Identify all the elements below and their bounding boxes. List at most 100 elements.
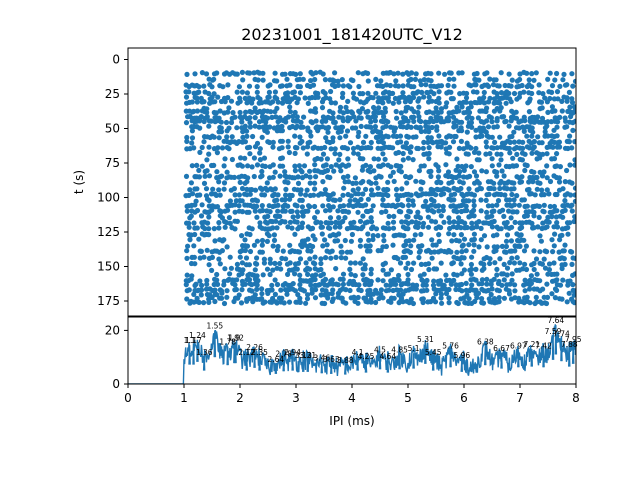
- scatter-point: [446, 76, 452, 82]
- scatter-point: [279, 100, 286, 106]
- scatter-point: [408, 174, 414, 180]
- scatter-point: [307, 256, 313, 262]
- scatter-point: [511, 129, 517, 135]
- scatter-point: [292, 168, 298, 174]
- scatter-point: [239, 69, 245, 75]
- scatter-point: [516, 94, 523, 100]
- scatter-point: [461, 236, 468, 242]
- scatter-point: [419, 243, 425, 249]
- scatter-point: [537, 249, 543, 255]
- scatter-point: [530, 179, 536, 185]
- scatter-point: [270, 99, 276, 105]
- scatter-point: [439, 286, 445, 292]
- scatter-point: [273, 114, 279, 120]
- peak-label: 4.85: [391, 346, 408, 355]
- scatter-point: [337, 197, 343, 203]
- scatter-point: [274, 78, 280, 84]
- scatter-point: [209, 294, 215, 301]
- scatter-point: [274, 247, 280, 253]
- scatter-point: [308, 133, 314, 139]
- scatter-point: [344, 108, 350, 115]
- scatter-point: [244, 133, 250, 139]
- scatter-point: [189, 135, 196, 141]
- scatter-point: [239, 260, 245, 266]
- scatter-point: [554, 224, 561, 230]
- scatter-point: [406, 300, 412, 306]
- scatter-point: [282, 71, 288, 77]
- scatter-point: [263, 119, 269, 125]
- scatter-point: [300, 213, 306, 219]
- scatter-point: [544, 249, 550, 255]
- scatter-point: [239, 89, 245, 95]
- scatter-point: [523, 243, 530, 249]
- scatter-point: [504, 219, 510, 226]
- scatter-point: [535, 134, 541, 140]
- scatter-point: [499, 168, 505, 174]
- scatter-y-tick-label: 175: [97, 294, 120, 308]
- scatter-point: [499, 243, 505, 249]
- scatter-point: [508, 83, 514, 89]
- scatter-point: [332, 151, 338, 157]
- scatter-point: [370, 203, 376, 209]
- scatter-point: [320, 71, 326, 77]
- scatter-point: [568, 192, 574, 198]
- scatter-point: [211, 76, 217, 82]
- scatter-point: [204, 168, 210, 174]
- scatter-point: [566, 89, 573, 95]
- scatter-point: [388, 267, 394, 273]
- scatter-point: [502, 192, 508, 198]
- scatter-point: [297, 256, 304, 262]
- scatter-point: [292, 133, 298, 139]
- scatter-point: [257, 150, 263, 156]
- scatter-point: [184, 138, 190, 144]
- scatter-point: [275, 202, 281, 208]
- scatter-point: [380, 295, 386, 301]
- scatter-point: [206, 299, 212, 305]
- scatter-point: [221, 300, 228, 307]
- scatter-point: [426, 261, 432, 267]
- scatter-point: [410, 157, 416, 163]
- scatter-point: [221, 237, 227, 243]
- scatter-point: [420, 145, 426, 151]
- scatter-point: [507, 150, 513, 156]
- scatter-point: [491, 186, 497, 192]
- scatter-point: [400, 90, 406, 96]
- scatter-point: [443, 290, 450, 297]
- scatter-point: [335, 208, 341, 214]
- scatter-point: [355, 294, 361, 301]
- peak-label: 2.94: [284, 348, 301, 357]
- scatter-point: [457, 169, 463, 175]
- scatter-point: [393, 78, 399, 84]
- scatter-point: [524, 294, 530, 300]
- scatter-point: [400, 83, 406, 89]
- scatter-point: [405, 271, 411, 278]
- scatter-point: [351, 114, 357, 120]
- scatter-point: [257, 146, 263, 152]
- scatter-point: [398, 110, 404, 116]
- scatter-point: [301, 163, 308, 169]
- scatter-point: [511, 90, 518, 97]
- scatter-point: [405, 155, 411, 161]
- scatter-point: [489, 213, 495, 219]
- scatter-point: [280, 163, 286, 169]
- scatter-point: [489, 163, 495, 169]
- scatter-point: [285, 138, 291, 144]
- scatter-point: [251, 173, 257, 180]
- scatter-point: [327, 215, 334, 221]
- scatter-point: [204, 281, 210, 287]
- scatter-point: [562, 179, 568, 185]
- scatter-point: [375, 277, 381, 283]
- scatter-point: [511, 180, 517, 186]
- scatter-point: [425, 207, 431, 213]
- scatter-point: [390, 225, 397, 231]
- scatter-point: [400, 71, 406, 77]
- scatter-point: [557, 83, 563, 89]
- scatter-point: [218, 119, 224, 125]
- scatter-point: [539, 140, 545, 146]
- scatter-point: [324, 167, 331, 174]
- scatter-point: [380, 151, 386, 157]
- scatter-point: [456, 173, 462, 179]
- scatter-point: [511, 197, 517, 203]
- scatter-point: [313, 70, 319, 76]
- scatter-point: [552, 108, 558, 114]
